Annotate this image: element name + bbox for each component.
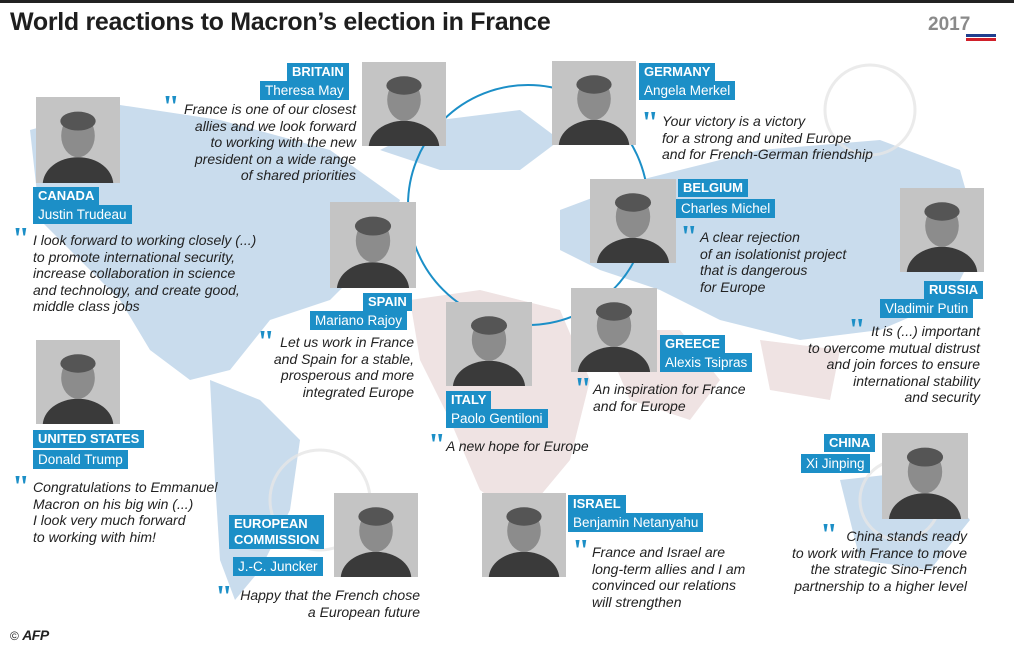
leader-name-germany: Angela Merkel	[639, 81, 736, 100]
portrait-germany	[552, 61, 636, 145]
quote-china: China stands ready to work with France t…	[791, 528, 967, 594]
person-silhouette-icon	[552, 61, 636, 145]
credit: © AFP	[10, 627, 49, 643]
portrait-belgium	[590, 179, 676, 263]
quote-greece: An inspiration for France and for Europe	[593, 381, 746, 414]
quote-italy: A new hope for Europe	[446, 438, 589, 454]
country-label-germany: GERMANY	[639, 63, 716, 81]
quote-united-states: Congratulations to Emmanuel Macron on hi…	[33, 479, 218, 545]
country-label-belgium: BELGIUM	[678, 179, 748, 197]
portrait-china	[882, 433, 968, 519]
country-label-italy: ITALY	[446, 391, 492, 409]
country-label-european-commission: EUROPEAN COMMISSION	[229, 515, 325, 549]
leader-name-belgium: Charles Michel	[676, 199, 776, 218]
portrait-spain	[330, 202, 416, 288]
portrait-russia	[900, 188, 984, 272]
quote-mark-icon: "	[215, 578, 233, 614]
quote-belgium: A clear rejection of an isolationist pro…	[700, 229, 847, 295]
quote-mark-icon: "	[428, 426, 446, 462]
quote-mark-icon: "	[12, 468, 30, 504]
quote-mark-icon: "	[574, 370, 592, 406]
person-silhouette-icon	[482, 493, 566, 577]
portrait-united-states	[36, 340, 120, 424]
person-silhouette-icon	[36, 340, 120, 424]
country-label-israel: ISRAEL	[568, 495, 626, 513]
portrait-canada	[36, 97, 120, 183]
quote-germany: Your victory is a victory for a strong a…	[662, 113, 873, 162]
election-2017-logo: 2017	[928, 14, 998, 42]
quote-spain: Let us work in France and Spain for a st…	[273, 334, 414, 400]
portrait-european-commission	[334, 493, 418, 577]
logo-stripe-red	[966, 38, 996, 41]
top-rule	[0, 0, 1014, 3]
quote-britain: France is one of our closest allies and …	[184, 101, 356, 183]
person-silhouette-icon	[330, 202, 416, 288]
country-label-russia: RUSSIA	[924, 281, 984, 299]
person-silhouette-icon	[334, 493, 418, 577]
quote-russia: It is (...) important to overcome mutual…	[808, 323, 980, 405]
leader-name-italy: Paolo Gentiloni	[446, 409, 548, 428]
leader-name-britain: Theresa May	[260, 81, 349, 100]
person-silhouette-icon	[362, 62, 446, 146]
leader-name-israel: Benjamin Netanyahu	[568, 513, 704, 532]
person-silhouette-icon	[36, 97, 120, 183]
portrait-britain	[362, 62, 446, 146]
leader-name-russia: Vladimir Putin	[880, 299, 974, 318]
person-silhouette-icon	[571, 288, 657, 372]
quote-european-commission: Happy that the French chose a European f…	[240, 587, 420, 620]
quote-mark-icon: "	[572, 532, 590, 568]
country-label-canada: CANADA	[33, 187, 100, 205]
quote-mark-icon: "	[680, 218, 698, 254]
leader-name-european-commission: J.-C. Juncker	[233, 557, 323, 576]
leader-name-canada: Justin Trudeau	[33, 205, 132, 224]
country-label-britain: BRITAIN	[287, 63, 349, 81]
country-label-united-states: UNITED STATES	[33, 430, 145, 448]
portrait-italy	[446, 302, 532, 386]
copyright-symbol: ©	[10, 629, 19, 643]
country-label-china: CHINA	[824, 434, 876, 452]
person-silhouette-icon	[900, 188, 984, 272]
quote-israel: France and Israel are long-term allies a…	[592, 544, 746, 610]
quote-mark-icon: "	[820, 516, 838, 552]
leader-name-united-states: Donald Trump	[33, 450, 128, 469]
logo-year: 2017	[928, 14, 971, 35]
page-title: World reactions to Macron’s election in …	[10, 8, 551, 36]
portrait-greece	[571, 288, 657, 372]
person-silhouette-icon	[590, 179, 676, 263]
quote-mark-icon: "	[848, 311, 866, 347]
leader-name-china: Xi Jinping	[801, 454, 870, 473]
person-silhouette-icon	[882, 433, 968, 519]
leader-name-spain: Mariano Rajoy	[310, 311, 408, 330]
afp-logo-text: AFP	[22, 627, 49, 643]
country-label-greece: GREECE	[660, 335, 725, 353]
quote-mark-icon: "	[257, 323, 275, 359]
country-label-spain: SPAIN	[363, 293, 412, 311]
person-silhouette-icon	[446, 302, 532, 386]
quote-mark-icon: "	[12, 220, 30, 256]
quote-mark-icon: "	[162, 88, 180, 124]
quote-mark-icon: "	[641, 104, 659, 140]
leader-name-greece: Alexis Tsipras	[660, 353, 753, 372]
quote-canada: I look forward to working closely (...) …	[33, 232, 257, 314]
portrait-israel	[482, 493, 566, 577]
logo-stripe-blue	[966, 34, 996, 37]
